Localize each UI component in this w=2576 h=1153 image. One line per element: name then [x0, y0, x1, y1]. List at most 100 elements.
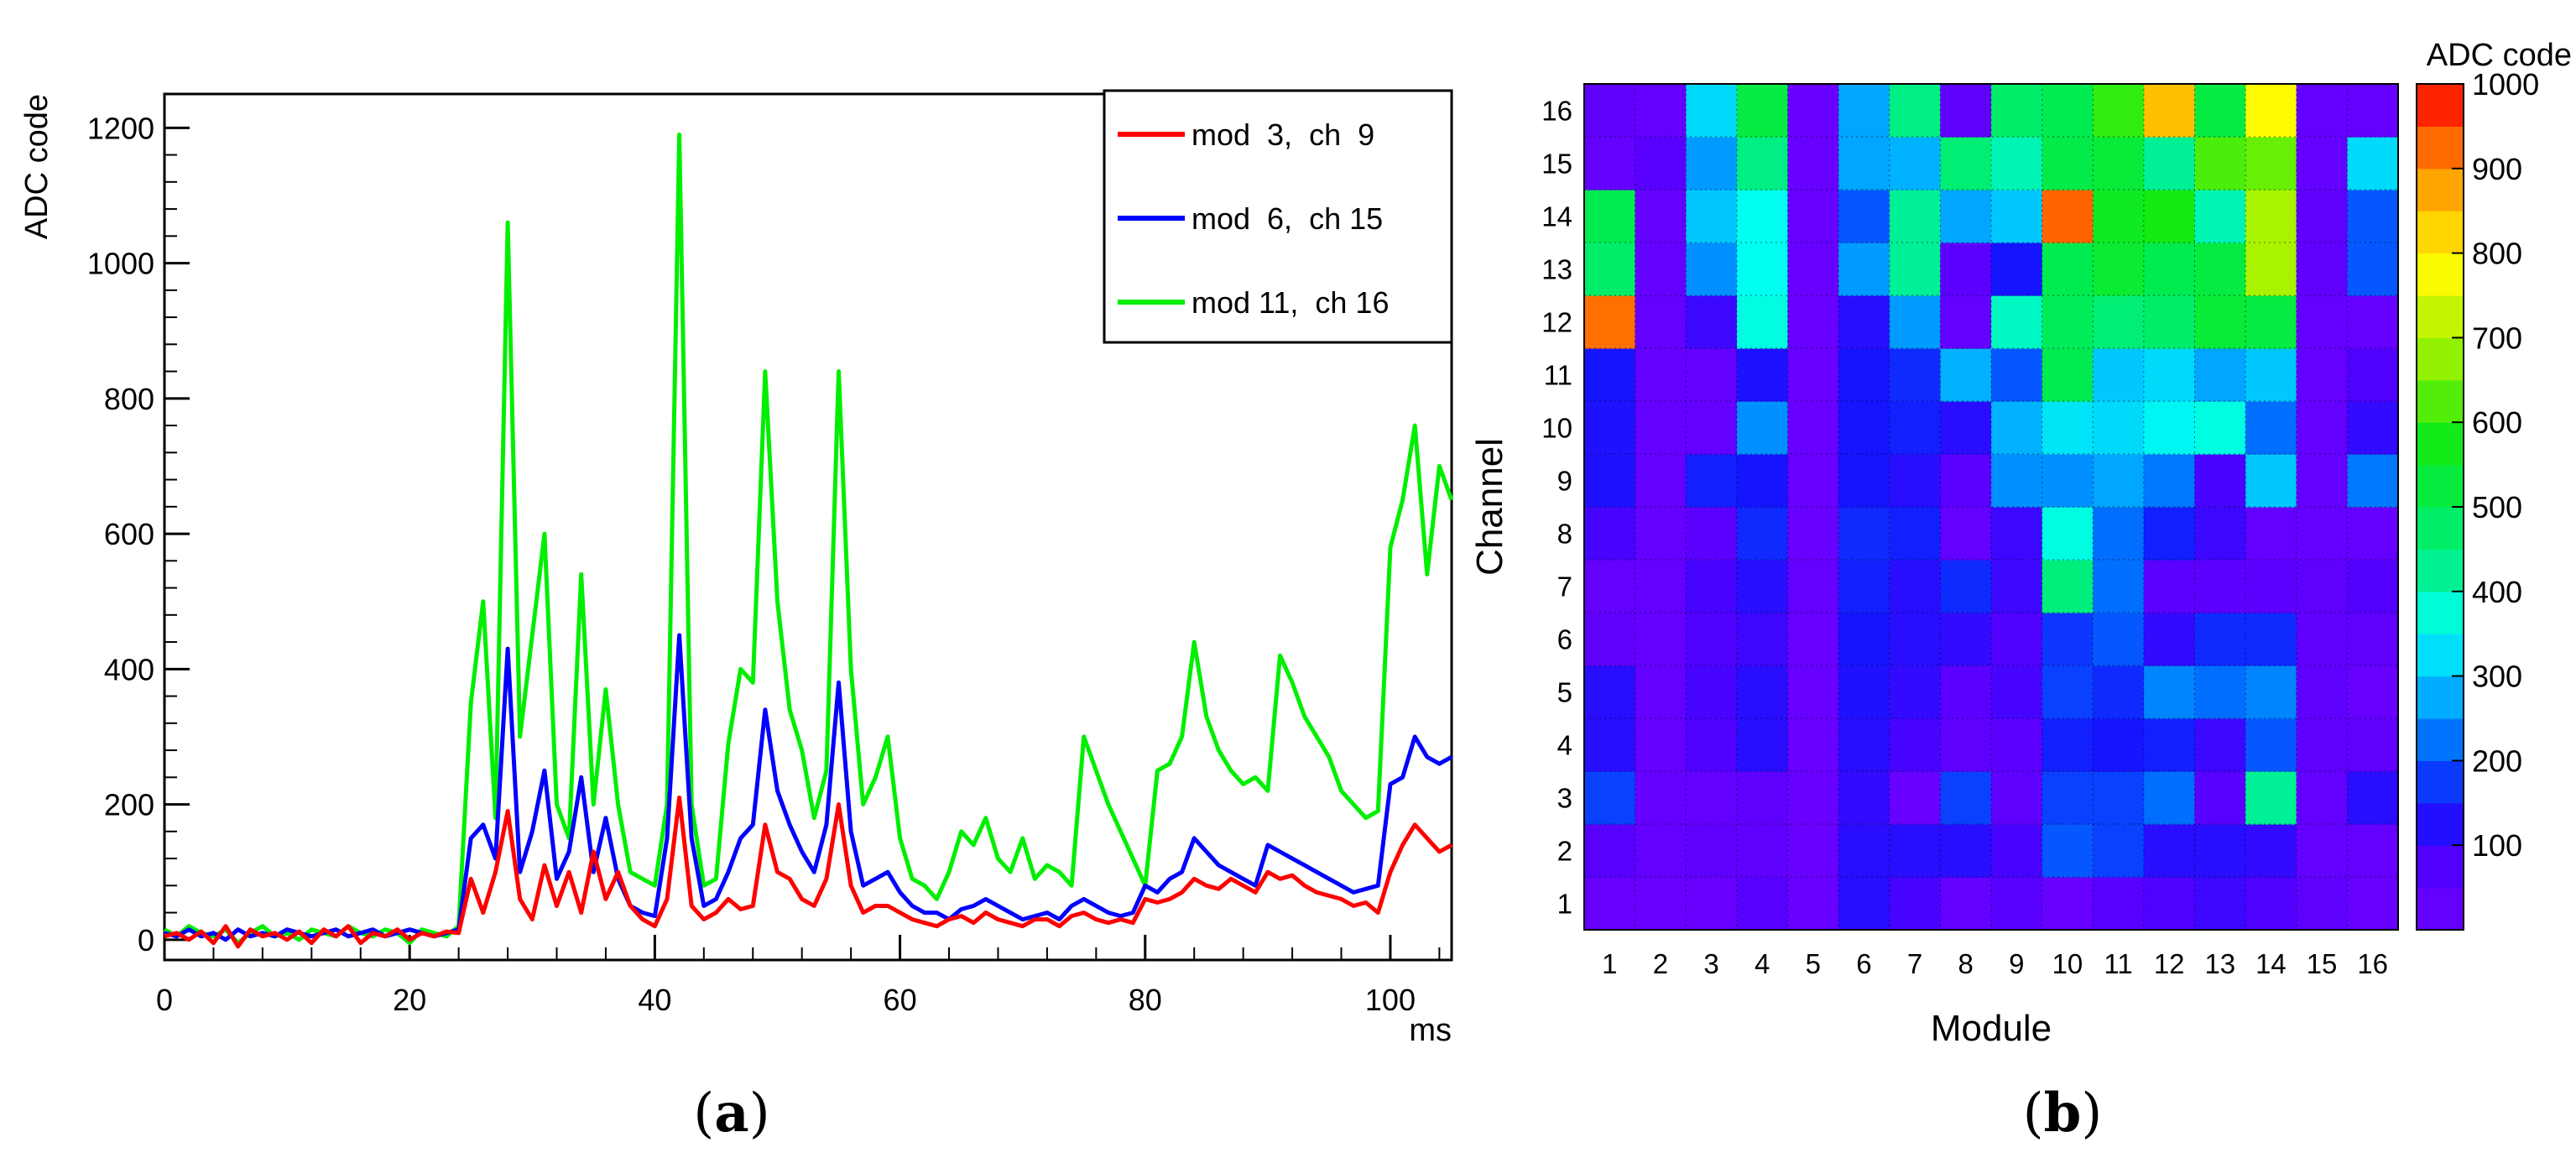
heatmap-cell: [1889, 137, 1941, 190]
colorbar-tick-label: 500: [2472, 490, 2522, 524]
heatmap-cell: [1787, 665, 1839, 719]
channel-tick-label: 7: [1557, 571, 1572, 603]
y-tick-label: 800: [104, 382, 154, 416]
colorbar-band: [2417, 84, 2464, 127]
heatmap-cell: [1940, 718, 1992, 772]
heatmap-cell: [2194, 560, 2246, 613]
colorbar-ticks: 100 200 300 400 500 600 700 800 900 1000: [2452, 67, 2539, 863]
heatmap-cell: [2093, 877, 2145, 931]
colorbar-band: [2417, 549, 2464, 592]
heatmap-cell: [2194, 507, 2246, 561]
colorbar-band: [2417, 337, 2464, 381]
y-tick-label: 0: [138, 923, 154, 957]
heatmap-cell: [1686, 190, 1738, 243]
heatmap-cell: [2296, 824, 2348, 878]
y-tick-label: 1200: [87, 111, 154, 145]
heatmap-cell: [1736, 84, 1789, 138]
heatmap-cell: [1686, 877, 1738, 931]
heatmap-cell: [1838, 507, 1890, 561]
module-tick-label: 6: [1856, 948, 1871, 979]
heatmap-cell: [1736, 613, 1789, 666]
heatmap-cell: [1584, 824, 1636, 878]
heatmap-cell: [2245, 665, 2297, 719]
heatmap-cell: [1686, 84, 1738, 138]
heatmap-cell: [1686, 718, 1738, 772]
colorbar-band: [2417, 126, 2464, 170]
heatmap-cell: [2296, 84, 2348, 138]
colorbar-band: [2417, 168, 2464, 211]
colorbar-band: [2417, 211, 2464, 254]
heatmap-cell: [1889, 771, 1941, 825]
heatmap-cell: [1889, 507, 1941, 561]
heatmap-cell: [2245, 401, 2297, 455]
heatmap-cell: [2093, 507, 2145, 561]
heatmap-cell: [1838, 295, 1890, 349]
heatmap-cell: [1736, 401, 1789, 455]
heatmap-cell: [1584, 243, 1636, 296]
heatmap-cell: [2296, 665, 2348, 719]
heatmap-cell: [1940, 771, 1992, 825]
heatmap-cell: [1736, 718, 1789, 772]
heatmap-cell: [2347, 137, 2399, 190]
heatmap-cell: [2296, 507, 2348, 561]
heatmap-chart: 1 2 3 4 5 6 7 8 9 10 11 12 13 14 15 16 1234567891011121…: [1469, 38, 2572, 1145]
heatmap-cell: [2042, 877, 2094, 931]
heatmap-cell: [1686, 771, 1738, 825]
heatmap-cell: [2143, 401, 2196, 455]
heatmap-cell: [2093, 824, 2145, 878]
heatmap-cell: [2143, 824, 2196, 878]
heatmap-cell: [1635, 401, 1687, 455]
colorbar-band: [2417, 464, 2464, 508]
colorbar-tick-label: 200: [2472, 743, 2522, 778]
heatmap-cell: [2296, 454, 2348, 508]
heatmap-cell: [2296, 560, 2348, 613]
heatmap-cell: [2143, 295, 2196, 349]
heatmap-cell: [2245, 560, 2297, 613]
heatmap-cell: [2093, 243, 2145, 296]
heatmap-cell: [2143, 84, 2196, 138]
heatmap-cell: [1635, 665, 1687, 719]
heatmap-cell: [1686, 348, 1738, 402]
heatmap-cell: [2347, 560, 2399, 613]
heatmap-cell: [1635, 84, 1687, 138]
heatmap-cell: [2042, 665, 2094, 719]
heatmap-cell: [1686, 295, 1738, 349]
heatmap-cell: [1584, 560, 1636, 613]
module-tick-label: 15: [2307, 948, 2338, 979]
heatmap-cell: [1584, 84, 1636, 138]
colorbar-band: [2417, 422, 2464, 466]
heatmap-cell: [1584, 507, 1636, 561]
module-tick-label: 8: [1958, 948, 1974, 979]
heatmap-cell: [1991, 295, 2043, 349]
heatmap-cell: [1940, 665, 1992, 719]
heatmap-cell: [1635, 243, 1687, 296]
heatmap-cell: [1889, 190, 1941, 243]
heatmap-cell: [1787, 454, 1839, 508]
heatmap-cell: [1991, 718, 2043, 772]
heatmap-cell: [1838, 454, 1890, 508]
heatmap-cell: [2245, 771, 2297, 825]
legend-label: mod 6, ch 15: [1192, 201, 1383, 236]
colorbar-band: [2417, 887, 2464, 931]
x-tick-label: 60: [884, 983, 917, 1017]
heatmap-cell: [2347, 84, 2399, 138]
heatmap-cell: [2093, 190, 2145, 243]
channel-tick-label: 15: [1541, 149, 1572, 180]
heatmap-cell: [1991, 243, 2043, 296]
heatmap-cell: [2093, 137, 2145, 190]
x-tick-label: 40: [638, 983, 671, 1017]
heatmap-cell: [2143, 137, 2196, 190]
heatmap-cell: [1838, 613, 1890, 666]
heatmap-cell: [1635, 190, 1687, 243]
heatmap-cell: [1940, 401, 1992, 455]
channel-tick-label: 3: [1557, 783, 1572, 814]
heatmap-cell: [1838, 877, 1890, 931]
heatmap-cell: [1736, 824, 1789, 878]
legend-entries: mod 3, ch 9 mod 6, ch 15 mod 11, ch 16: [1118, 117, 1389, 320]
x-axis: 0 20 40 60 80 100: [156, 935, 1441, 1017]
heatmap-cell: [1991, 137, 2043, 190]
channel-tick-label: 13: [1541, 254, 1572, 285]
channel-tick-label: 8: [1557, 519, 1572, 550]
heatmap-cell: [2347, 824, 2399, 878]
